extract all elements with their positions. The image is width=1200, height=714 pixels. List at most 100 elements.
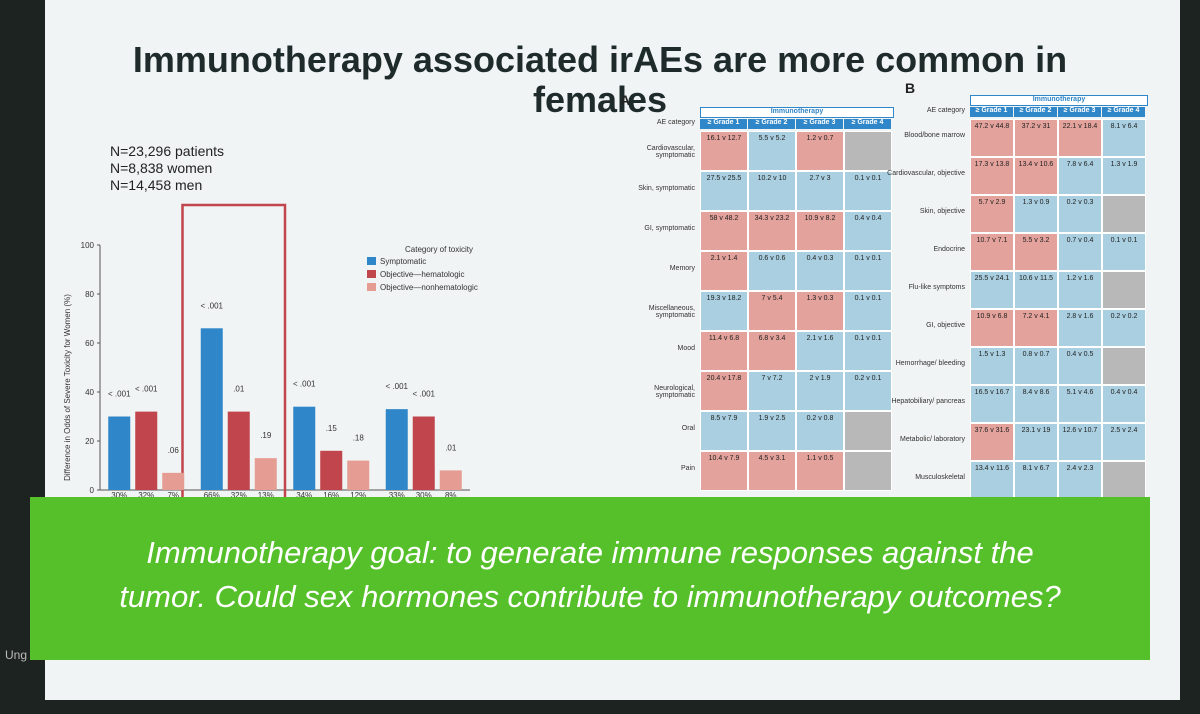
table-cell (1102, 195, 1146, 233)
table-cell: 10.7 v 7.1 (970, 233, 1014, 271)
column-header: ≥ Grade 1 (970, 107, 1013, 117)
column-header: ≥ Grade 1 (700, 119, 747, 129)
bar (254, 458, 277, 490)
caption-line: tumor. Could sex hormones contribute to … (119, 579, 1061, 614)
table-cell: 13.4 v 10.6 (1014, 157, 1058, 195)
table-cell: 13.4 v 11.6 (970, 461, 1014, 499)
table-cell: 2.1 v 1.4 (700, 251, 748, 291)
bar (347, 460, 370, 490)
row-category: GI, objective (926, 322, 965, 329)
table-cell: 7.2 v 4.1 (1014, 309, 1058, 347)
table-cell: 5.1 v 4.6 (1058, 385, 1102, 423)
table-cell: 1.1 v 0.5 (796, 451, 844, 491)
caption-line: Immunotherapy goal: to generate immune r… (146, 535, 1034, 570)
table-cell: 8.1 v 6.4 (1102, 119, 1146, 157)
table-cell: 37.6 v 31.6 (970, 423, 1014, 461)
table-cell: 8.5 v 7.9 (700, 411, 748, 451)
row-category: Musculoskeletal (915, 474, 965, 481)
table-header: Immunotherapy (700, 107, 894, 118)
table-cell: 34.3 v 23.2 (748, 211, 796, 251)
table-cell: 1.2 v 0.7 (796, 131, 844, 171)
table-cell: 11.4 v 6.8 (700, 331, 748, 371)
table-cell: 1.9 v 2.5 (748, 411, 796, 451)
table-cell: 47.2 v 44.8 (970, 119, 1014, 157)
table-cell: 8.4 v 8.6 (1014, 385, 1058, 423)
row-category: Cardiovascular, symptomatic (646, 145, 695, 159)
table-cell: 5.5 v 3.2 (1014, 233, 1058, 271)
row-category: Metabolic/ laboratory (900, 436, 965, 443)
y-tick-label: 20 (85, 437, 94, 446)
row-category: Pain (680, 465, 695, 472)
stat-line: N=23,296 patients (110, 143, 225, 159)
table-cell: 5.7 v 2.9 (970, 195, 1014, 233)
y-axis-label: Difference in Odds of Severe Toxicity fo… (63, 294, 72, 481)
table-cell: 2.1 v 1.6 (796, 331, 844, 371)
legend-swatch (367, 270, 376, 278)
table-cell: 16.5 v 16.7 (970, 385, 1014, 423)
slide-title: Immunotherapy associated irAEs are more … (132, 39, 1068, 120)
p-value-label: .01 (445, 443, 457, 452)
table-cell: 2.7 v 3 (796, 171, 844, 211)
y-tick-label: 100 (81, 241, 95, 250)
table-cell: 20.4 v 17.8 (700, 371, 748, 411)
table-cell: 25.5 v 24.1 (970, 271, 1014, 309)
table-cell: 0.2 v 0.3 (1058, 195, 1102, 233)
row-category: Skin, symptomatic (638, 185, 695, 192)
bar (439, 470, 462, 490)
value-label: 30% (416, 491, 432, 500)
p-value-label: .18 (353, 434, 365, 443)
value-label: 8% (445, 491, 457, 500)
legend-label: Symptomatic (380, 257, 426, 266)
row-category: Flu-like symptoms (908, 284, 965, 291)
table-cell (1102, 461, 1146, 499)
table-cell: 1.2 v 1.6 (1058, 271, 1102, 309)
table-cell (844, 411, 892, 451)
caption-box: Immunotherapy goal: to generate immune r… (30, 497, 1150, 660)
legend-swatch (367, 257, 376, 265)
stat-line: N=14,458 men (110, 177, 203, 193)
legend-swatch (367, 283, 376, 291)
y-tick-label: 60 (85, 339, 94, 348)
bar (412, 416, 435, 490)
p-value-label: < .001 (201, 301, 224, 310)
column-header: ≥ Grade 2 (748, 119, 795, 129)
table-cell: 2.8 v 1.6 (1058, 309, 1102, 347)
bar (162, 472, 185, 490)
p-value-label: < .001 (413, 390, 436, 399)
p-value-label: .15 (326, 424, 338, 433)
table-cell: 5.5 v 5.2 (748, 131, 796, 171)
row-category: Hepatobiliary/ pancreas (891, 398, 965, 405)
table-cell: 37.2 v 31 (1014, 119, 1058, 157)
row-category: Memory (669, 265, 695, 272)
value-label: 12% (350, 491, 366, 500)
table-cell: 7 v 7.2 (748, 371, 796, 411)
row-category: Cardiovascular, objective (887, 170, 965, 177)
bar (227, 411, 250, 490)
table-cell: 0.6 v 0.6 (748, 251, 796, 291)
table-cell: 0.4 v 0.5 (1058, 347, 1102, 385)
value-label: 16% (323, 491, 339, 500)
table-cell: 0.4 v 0.4 (1102, 385, 1146, 423)
column-header: AE category (656, 119, 695, 126)
table-cell: 0.4 v 0.3 (796, 251, 844, 291)
table-cell: 0.8 v 0.7 (1014, 347, 1058, 385)
table-cell: 2.4 v 2.3 (1058, 461, 1102, 499)
value-label: 34% (296, 491, 312, 500)
bar (320, 450, 343, 490)
table-cell: 2.5 v 2.4 (1102, 423, 1146, 461)
table-cell: 0.1 v 0.1 (844, 331, 892, 371)
table-cell: 10.2 v 10 (748, 171, 796, 211)
table-cell: 7.8 v 6.4 (1058, 157, 1102, 195)
table-cell (844, 131, 892, 171)
table-cell: 0.1 v 0.1 (1102, 233, 1146, 271)
table-cell: 2 v 1.9 (796, 371, 844, 411)
bar (293, 406, 316, 490)
row-category: Neurological, symptomatic (654, 385, 695, 399)
table-cell: 0.1 v 0.1 (844, 291, 892, 331)
row-category: GI, symptomatic (644, 225, 695, 232)
table-cell: 58 v 48.2 (700, 211, 748, 251)
table-cell: 1.5 v 1.3 (970, 347, 1014, 385)
table-cell: 0.1 v 0.1 (844, 171, 892, 211)
